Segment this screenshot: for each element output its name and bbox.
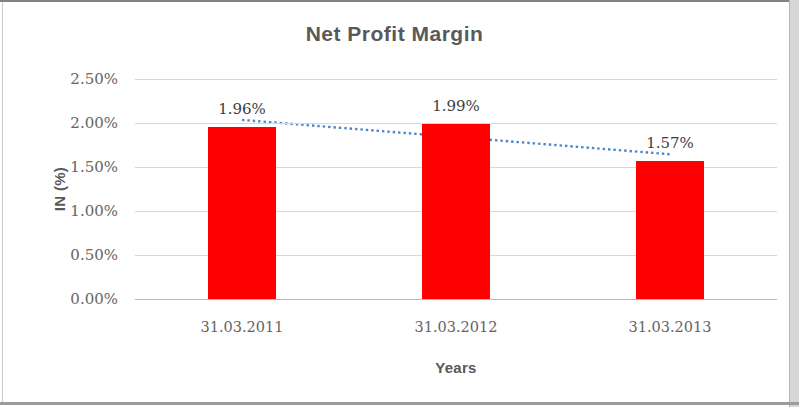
bar (636, 161, 704, 299)
data-label: 1.96% (172, 100, 312, 119)
data-label: 1.57% (600, 134, 740, 153)
frame-border-bottom (0, 402, 799, 405)
y-tick-label: 2.50% (56, 70, 118, 88)
y-tick-label: 1.50% (56, 158, 118, 176)
frame-border-right (789, 0, 799, 407)
x-axis-line (135, 299, 777, 300)
y-tick-label: 0.00% (56, 290, 118, 308)
x-tick-label: 31.03.2011 (172, 318, 312, 336)
y-tick-label: 2.00% (56, 114, 118, 132)
bar (422, 124, 490, 299)
x-tick-label: 31.03.2012 (386, 318, 526, 336)
frame-border-left (2, 2, 3, 402)
gridline (135, 79, 777, 80)
chart-figure: Net Profit Margin IN (%) Years 2.50%2.00… (0, 0, 799, 407)
x-tick-label: 31.03.2013 (600, 318, 740, 336)
bar (208, 127, 276, 299)
x-axis-title: Years (135, 359, 777, 376)
data-label: 1.99% (386, 97, 526, 116)
frame-border-top (0, 0, 799, 2)
y-tick-label: 1.00% (56, 202, 118, 220)
y-tick-label: 0.50% (56, 246, 118, 264)
chart-title: Net Profit Margin (0, 22, 789, 46)
